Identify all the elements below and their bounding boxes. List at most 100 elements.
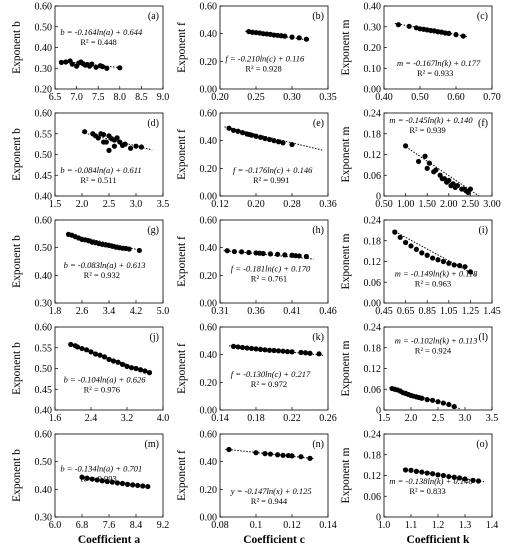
data-point: [110, 358, 117, 364]
data-point: [275, 348, 282, 354]
y-tick-label: 0.12: [364, 364, 382, 375]
data-point: [253, 346, 259, 352]
x-tick-label: 0.40: [375, 92, 393, 103]
y-tick-label: 0.55: [35, 129, 53, 140]
x-tick-label: 0.60: [447, 92, 465, 103]
data-point: [408, 467, 414, 473]
data-point: [430, 255, 436, 261]
y-tick-label: 0.60: [200, 430, 218, 441]
x-axis-label: Coefficient a: [78, 534, 141, 546]
data-point: [262, 451, 268, 457]
data-point: [435, 472, 441, 478]
x-tick-label: 0.30: [283, 92, 301, 103]
data-point: [430, 397, 436, 403]
y-axis-label: Exponent f: [176, 343, 188, 394]
x-tick-label: 0.31: [211, 306, 229, 317]
r-squared: R² = 0.976: [84, 385, 120, 395]
x-tick-label: 8.0: [114, 92, 127, 103]
data-point: [397, 234, 403, 240]
data-point: [271, 138, 277, 144]
data-point: [111, 137, 117, 143]
panel-e: 0.00 0.20 0.40 0.60 0.12 0.20 0.28 0.36 Exponent…: [176, 109, 337, 211]
x-tick-label: 2.0: [405, 413, 418, 424]
data-point: [440, 258, 446, 265]
x-tick-label: 9.0: [157, 92, 170, 103]
data-point: [424, 470, 430, 476]
y-tick-label: 0.40: [35, 485, 53, 496]
y-tick-label: 0.12: [364, 150, 382, 161]
data-point: [424, 252, 430, 258]
x-tick-label: 8.5: [135, 92, 148, 103]
data-point: [280, 348, 286, 354]
data-point: [316, 351, 322, 357]
x-tick-label: 9.2: [157, 520, 170, 531]
data-point: [419, 250, 425, 256]
data-point: [284, 349, 291, 355]
data-point: [302, 350, 309, 356]
y-tick-label: 0.06: [364, 492, 382, 503]
x-tick-label: 2.0: [76, 199, 89, 210]
data-point: [135, 482, 141, 489]
x-tick-label: 2.00: [440, 199, 458, 210]
plot-frame: [219, 5, 329, 90]
y-tick-label: 0.40: [35, 43, 53, 54]
data-point: [460, 33, 466, 39]
data-point: [226, 125, 232, 131]
regression-equation: b = -0.134ln(a) + 0.701: [60, 463, 142, 473]
data-point: [282, 252, 288, 258]
r-squared: R² = 0.933: [417, 68, 453, 78]
data-point: [128, 145, 134, 151]
x-tick-label: 0.12: [283, 520, 301, 531]
y-tick-label: 0.45: [35, 385, 53, 396]
data-point: [136, 247, 142, 254]
data-point: [408, 243, 414, 249]
y-tick-label: 0.40: [200, 29, 218, 40]
y-tick-label: 0.12: [364, 471, 382, 482]
x-tick-label: 4.0: [157, 413, 170, 424]
data-point: [239, 130, 246, 136]
y-tick-label: 0.24: [364, 430, 382, 441]
trend-line: [392, 229, 477, 276]
regression-equation: f = -0.181ln(c) + 0.170: [231, 263, 311, 273]
r-squared: R² = 0.939: [409, 125, 445, 135]
data-point: [126, 246, 132, 252]
data-point: [128, 365, 135, 371]
data-point: [79, 474, 85, 480]
regression-equation: f = -0.176ln(c) + 0.146: [233, 165, 313, 175]
data-point: [84, 475, 90, 481]
data-point: [257, 346, 264, 353]
data-point: [446, 473, 452, 480]
data-point: [275, 251, 281, 257]
x-tick-label: 0.85: [418, 306, 436, 317]
panel-label: (i): [479, 225, 488, 236]
panel-c: 0.00 0.10 0.20 0.30 0.40 0.40 0.50 0.60 0.70 Expo…: [340, 2, 501, 104]
data-point: [115, 359, 121, 365]
panel-b: 0.000.200.400.600.20 0.25 0.30 0.35Exponent…: [176, 2, 337, 104]
y-tick-label: 0.00: [200, 513, 218, 524]
data-point: [235, 128, 241, 134]
regression-equation: m = -0.138ln(k) + 0.146: [389, 476, 473, 486]
y-tick-label: 0.24: [364, 216, 382, 227]
r-squared: R² = 0.761: [251, 273, 287, 283]
r-squared: R² = 0.448: [80, 37, 116, 47]
plot-frame: [219, 326, 329, 411]
y-tick-label: 0.50: [35, 364, 53, 375]
data-point: [109, 479, 115, 485]
data-point: [89, 476, 95, 482]
data-point: [74, 344, 81, 350]
data-point: [446, 401, 452, 408]
x-tick-label: 3.2: [121, 413, 134, 424]
y-tick-label: 0.40: [200, 457, 218, 468]
data-point: [406, 23, 412, 29]
data-point: [462, 264, 468, 270]
y-axis-label: Exponent m: [340, 20, 352, 76]
x-tick-label: 2.4: [85, 413, 98, 424]
panel-f: 0 0.06 0.12 0.18 0.24 0.50 1.00 1.50 2.00 2.50 3.0…: [340, 109, 501, 211]
data-point: [462, 476, 468, 482]
x-tick-label: 0.36: [319, 199, 337, 210]
data-point: [248, 132, 255, 138]
data-point: [97, 352, 103, 358]
y-axis-label: Exponent f: [176, 236, 188, 287]
y-tick-label: 0.50: [35, 150, 53, 161]
r-squared: R² = 0.932: [84, 270, 120, 280]
